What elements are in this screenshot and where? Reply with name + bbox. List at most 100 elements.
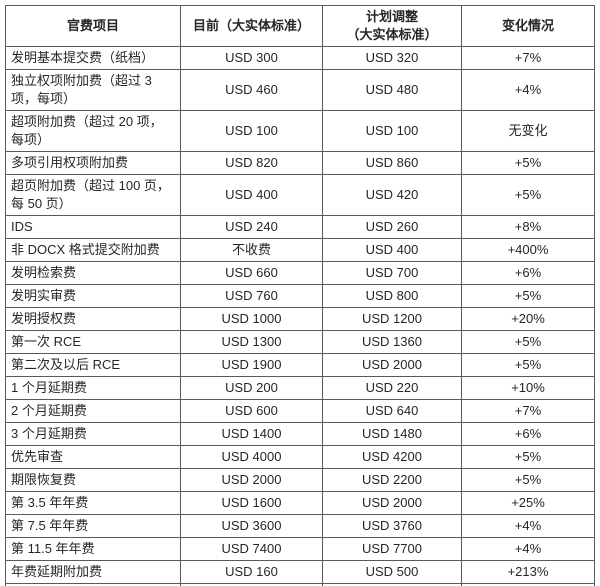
change-cell: 无变化 [461, 110, 595, 152]
table-header: 官费项目 目前（大实体标准） 计划调整 （大实体标准） 变化情况 [5, 5, 595, 47]
fee-item-cell: 超页附加费（超过 100 页，每 50 页） [5, 174, 181, 216]
change-cell: +5% [461, 445, 595, 469]
table-row: 超页附加费（超过 100 页，每 50 页） USD 400 USD 420 +… [5, 174, 595, 216]
planned-fee-cell: USD 860 [322, 151, 462, 175]
current-fee-cell: USD 1400 [180, 422, 323, 446]
planned-fee-cell: USD 800 [322, 284, 462, 308]
planned-fee-cell: USD 100 [322, 110, 462, 152]
change-cell: +400% [461, 238, 595, 262]
table-row: 第一次 RCE USD 1300 USD 1360 +5% [5, 330, 595, 354]
current-fee-cell: USD 760 [180, 284, 323, 308]
fee-item-cell: 期限恢复费 [5, 468, 181, 492]
table-body: 发明基本提交费（纸档） USD 300 USD 320 +7% 独立权项附加费（… [5, 46, 595, 586]
fee-item-cell: 年费延期附加费 [5, 560, 181, 584]
table-row: 多项引用权项附加费 USD 820 USD 860 +5% [5, 151, 595, 175]
fee-item-cell: 第 7.5 年年费 [5, 514, 181, 538]
change-cell [461, 583, 595, 586]
current-fee-cell: USD 160 [180, 560, 323, 584]
planned-fee-cell: USD 2200 [322, 468, 462, 492]
fee-item-cell: 发明基本提交费（纸档） [5, 46, 181, 70]
planned-fee-cell: USD 1480 [322, 422, 462, 446]
fee-item-cell: 第一次 RCE [5, 330, 181, 354]
table-row: 1 个月延期费 USD 200 USD 220 +10% [5, 376, 595, 400]
current-fee-cell: USD 820 [180, 151, 323, 175]
table-row: 发明授权费 USD 1000 USD 1200 +20% [5, 307, 595, 331]
current-fee-cell: USD 1900 [180, 353, 323, 377]
planned-fee-cell: USD 2000 [322, 353, 462, 377]
table-row: 发明检索费 USD 660 USD 700 +6% [5, 261, 595, 285]
fee-item-cell: 第 3.5 年年费 [5, 491, 181, 515]
change-cell: +25% [461, 491, 595, 515]
planned-fee-cell: USD 2000 [322, 491, 462, 515]
fee-item-cell: 第 11.5 年年费 [5, 537, 181, 561]
planned-fee-cell: USD 700 [322, 261, 462, 285]
planned-fee-cell: USD 1360 [322, 330, 462, 354]
table-row: 期限恢复费 USD 2000 USD 2200 +5% [5, 468, 595, 492]
planned-fee-cell: USD 4200 [322, 445, 462, 469]
change-cell: +4% [461, 537, 595, 561]
current-fee-cell: USD 460 [180, 69, 323, 111]
planned-fee-cell: USD 500 [322, 560, 462, 584]
table-row: 发明实审费 USD 760 USD 800 +5% [5, 284, 595, 308]
fee-item-cell: 3 个月延期费 [5, 422, 181, 446]
planned-fee-cell: USD 3760 [322, 514, 462, 538]
current-fee-cell: USD 4000 [180, 445, 323, 469]
current-fee-cell: USD 1000 [180, 307, 323, 331]
planned-fee-cell: USD 1200 [322, 307, 462, 331]
table-row: 第 11.5 年年费 USD 7400 USD 7700 +4% [5, 537, 595, 561]
table-row: 年费延期附加费 USD 160 USD 500 +213% [5, 560, 595, 584]
change-cell: +5% [461, 468, 595, 492]
table-row: 优先审查 USD 4000 USD 4200 +5% [5, 445, 595, 469]
header-change: 变化情况 [461, 5, 595, 47]
table-row: 第 7.5 年年费 USD 3600 USD 3760 +4% [5, 514, 595, 538]
fee-item-cell: 1 个月延期费 [5, 376, 181, 400]
header-planned-fee: 计划调整 （大实体标准） [322, 5, 462, 47]
table-row: 第 3.5 年年费 USD 1600 USD 2000 +25% [5, 491, 595, 515]
current-fee-cell: USD 7400 [180, 537, 323, 561]
fee-item-cell: 发明检索费 [5, 261, 181, 285]
change-cell: +7% [461, 46, 595, 70]
change-cell: +213% [461, 560, 595, 584]
fee-item-cell: 第二次及以后 RCE [5, 353, 181, 377]
fee-item-cell: 独立权项附加费（超过 3 项，每项） [5, 69, 181, 111]
change-cell: +20% [461, 307, 595, 331]
change-cell: +5% [461, 330, 595, 354]
table-row: 2 个月延期费 USD 600 USD 640 +7% [5, 399, 595, 423]
header-planned-line1: 计划调整 [365, 9, 418, 24]
current-fee-cell: USD 400 [180, 174, 323, 216]
official-fee-table: 官费项目 目前（大实体标准） 计划调整 （大实体标准） 变化情况 发明基本提交费… [5, 5, 595, 586]
change-cell: +5% [461, 353, 595, 377]
planned-fee-cell: USD 480 [322, 69, 462, 111]
current-fee-cell: USD 600 [180, 399, 323, 423]
fee-item-cell: IDS [5, 215, 181, 239]
current-fee-cell: USD 300 [180, 46, 323, 70]
table-row: IDS USD 240 USD 260 +8% [5, 215, 595, 239]
current-fee-cell: USD 100 [180, 110, 323, 152]
planned-fee-cell: USD 7700 [322, 537, 462, 561]
change-cell: +5% [461, 151, 595, 175]
current-fee-cell: USD 1300 [180, 330, 323, 354]
change-cell: +10% [461, 376, 595, 400]
table-row: 发明基本提交费（纸档） USD 300 USD 320 +7% [5, 46, 595, 70]
table-row: 第二次及以后 RCE USD 1900 USD 2000 +5% [5, 353, 595, 377]
fee-item-cell: 发明授权费 [5, 307, 181, 331]
planned-fee-cell: USD 420 [322, 174, 462, 216]
current-fee-cell: USD 1600 [180, 491, 323, 515]
change-cell: +4% [461, 69, 595, 111]
header-planned-line2: （大实体标准） [346, 27, 438, 42]
current-fee-cell: 不收费 [180, 238, 323, 262]
fee-item-cell: 超项附加费（超过 20 项，每项） [5, 110, 181, 152]
fee-item-cell: 非 DOCX 格式提交附加费 [5, 238, 181, 262]
fee-item-cell: 多项引用权项附加费 [5, 151, 181, 175]
change-cell: +7% [461, 399, 595, 423]
change-cell: +6% [461, 261, 595, 285]
header-current-fee: 目前（大实体标准） [180, 5, 323, 47]
table-row: 3 个月延期费 USD 1400 USD 1480 +6% [5, 422, 595, 446]
planned-fee-cell: USD 220 [322, 376, 462, 400]
header-fee-item: 官费项目 [5, 5, 181, 47]
partial-clipped-row [5, 583, 595, 586]
fee-item-cell: 2 个月延期费 [5, 399, 181, 423]
table-row: 独立权项附加费（超过 3 项，每项） USD 460 USD 480 +4% [5, 69, 595, 111]
current-fee-cell: USD 660 [180, 261, 323, 285]
